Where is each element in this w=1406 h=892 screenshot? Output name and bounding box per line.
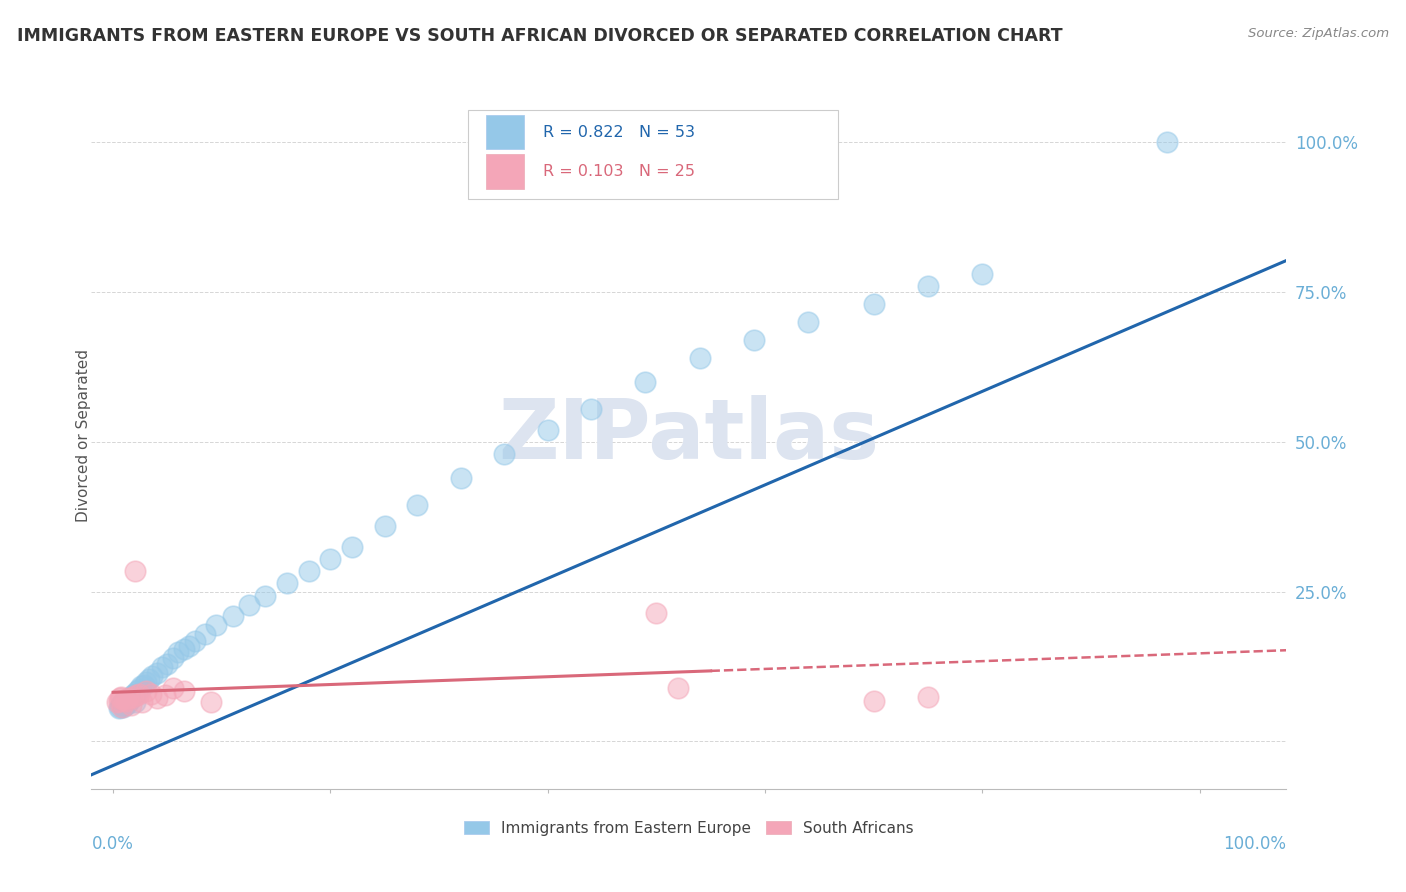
FancyBboxPatch shape bbox=[468, 111, 838, 199]
Point bbox=[128, 686, 150, 700]
Point bbox=[200, 696, 222, 710]
Point bbox=[125, 683, 148, 698]
Point bbox=[1156, 135, 1178, 149]
Point bbox=[155, 688, 177, 702]
Point bbox=[115, 694, 138, 708]
FancyBboxPatch shape bbox=[486, 153, 524, 188]
Point bbox=[537, 423, 560, 437]
Point bbox=[120, 698, 142, 713]
Point bbox=[374, 518, 396, 533]
Point bbox=[141, 668, 163, 682]
Point bbox=[319, 551, 342, 566]
Point bbox=[120, 691, 142, 706]
Point bbox=[111, 698, 134, 713]
Point bbox=[173, 641, 195, 656]
Point bbox=[111, 699, 134, 714]
Point bbox=[162, 681, 184, 695]
Point bbox=[340, 540, 363, 554]
Text: 0.0%: 0.0% bbox=[91, 836, 134, 854]
Point bbox=[141, 686, 163, 700]
Point bbox=[121, 688, 143, 702]
Text: ZIPatlas: ZIPatlas bbox=[499, 395, 879, 476]
Point bbox=[110, 690, 132, 704]
Point bbox=[115, 692, 138, 706]
Point bbox=[276, 575, 298, 590]
Point bbox=[689, 351, 711, 365]
Point bbox=[145, 665, 167, 680]
Point bbox=[579, 401, 602, 416]
Point bbox=[121, 690, 143, 704]
Text: Source: ZipAtlas.com: Source: ZipAtlas.com bbox=[1249, 27, 1389, 40]
Point bbox=[221, 608, 243, 623]
Point bbox=[917, 690, 939, 704]
Point bbox=[115, 697, 138, 711]
Point bbox=[128, 681, 150, 696]
Point bbox=[112, 696, 135, 710]
Point bbox=[145, 691, 167, 706]
Point bbox=[238, 598, 260, 612]
Point bbox=[972, 267, 994, 281]
Point bbox=[183, 633, 205, 648]
Point bbox=[114, 698, 136, 713]
Point bbox=[121, 690, 143, 704]
Point bbox=[132, 677, 155, 691]
Point bbox=[645, 606, 668, 620]
Point bbox=[135, 674, 157, 689]
FancyBboxPatch shape bbox=[486, 115, 524, 150]
Point bbox=[150, 659, 173, 673]
Point bbox=[124, 696, 146, 710]
Point bbox=[634, 375, 657, 389]
Point bbox=[107, 694, 129, 708]
Point bbox=[862, 297, 884, 311]
Point bbox=[450, 471, 472, 485]
Point bbox=[122, 686, 145, 700]
Point bbox=[173, 683, 195, 698]
Text: R = 0.822   N = 53: R = 0.822 N = 53 bbox=[543, 125, 695, 140]
Point bbox=[112, 692, 135, 706]
Point bbox=[107, 701, 129, 715]
Point bbox=[194, 626, 217, 640]
Legend: Immigrants from Eastern Europe, South Africans: Immigrants from Eastern Europe, South Af… bbox=[458, 814, 920, 842]
Point bbox=[298, 564, 321, 578]
Point bbox=[742, 333, 765, 347]
Point bbox=[162, 650, 184, 665]
Text: R = 0.103   N = 25: R = 0.103 N = 25 bbox=[543, 164, 695, 178]
Point bbox=[917, 278, 939, 293]
Y-axis label: Divorced or Separated: Divorced or Separated bbox=[76, 350, 90, 522]
Point bbox=[254, 590, 277, 604]
Point bbox=[862, 694, 884, 708]
Point bbox=[107, 696, 129, 710]
Point bbox=[131, 679, 153, 693]
Point bbox=[111, 699, 134, 714]
Point bbox=[131, 696, 153, 710]
Point bbox=[125, 688, 148, 702]
Point bbox=[156, 657, 179, 671]
Point bbox=[118, 694, 141, 708]
Text: IMMIGRANTS FROM EASTERN EUROPE VS SOUTH AFRICAN DIVORCED OR SEPARATED CORRELATIO: IMMIGRANTS FROM EASTERN EUROPE VS SOUTH … bbox=[17, 27, 1063, 45]
Point bbox=[167, 644, 190, 658]
Point bbox=[406, 498, 429, 512]
Point bbox=[138, 672, 160, 686]
Point bbox=[797, 315, 820, 329]
Point bbox=[135, 683, 157, 698]
Point bbox=[179, 639, 201, 653]
Text: 100.0%: 100.0% bbox=[1223, 836, 1286, 854]
Point bbox=[666, 681, 689, 695]
Point bbox=[117, 690, 139, 705]
Point bbox=[110, 698, 132, 712]
Point bbox=[205, 617, 228, 632]
Point bbox=[494, 447, 516, 461]
Point bbox=[108, 699, 131, 714]
Point bbox=[124, 564, 146, 578]
Point bbox=[108, 691, 131, 706]
